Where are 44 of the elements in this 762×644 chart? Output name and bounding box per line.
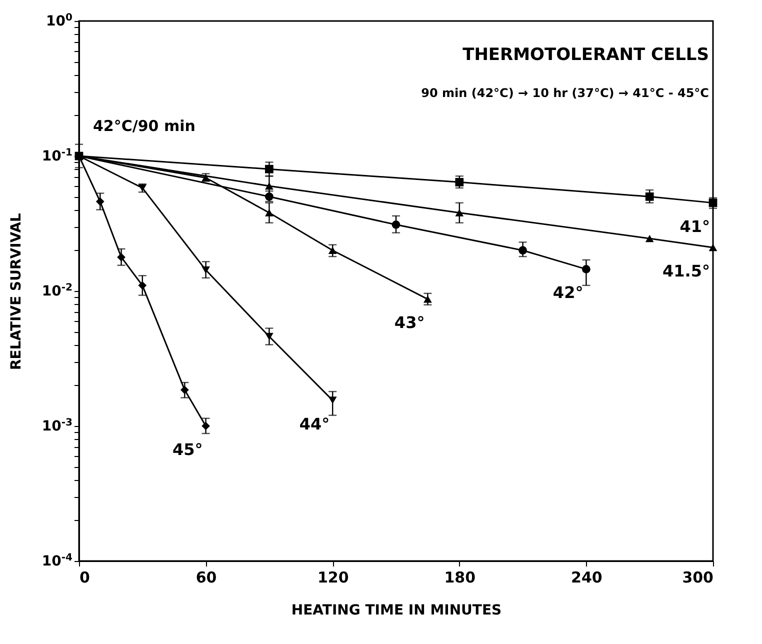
y-tick-label: 10$^{-4}$ [42, 552, 73, 570]
point [265, 182, 274, 190]
point [138, 281, 147, 290]
point [202, 422, 210, 430]
point [645, 192, 654, 201]
x-tick-label: 300 [682, 568, 714, 586]
point [202, 266, 210, 274]
point [582, 265, 590, 274]
series-label: 41° [680, 216, 710, 236]
point [645, 234, 654, 242]
x-tick-label: 60 [196, 568, 217, 586]
x-axis-title: HEATING TIME IN MINUTES [291, 602, 502, 618]
x-tick-label: 0 [80, 568, 90, 586]
y-tick-label: 10$^{-3}$ [42, 417, 73, 434]
y-tick-label: 10$^{-1}$ [42, 147, 73, 164]
x-tick-label: 120 [317, 568, 349, 586]
point [180, 386, 189, 394]
point [265, 164, 274, 174]
point [518, 246, 527, 255]
point [424, 296, 432, 303]
series-label: 44° [299, 414, 330, 434]
point [708, 244, 718, 252]
y-axis-title: RELATIVE SURVIVAL [8, 212, 24, 370]
text: 90 min (42°C) → 10 hr (37°C) → 41°C - 45°C [421, 86, 710, 100]
point [265, 332, 274, 340]
y-tick-label: 10$^{-2}$ [42, 282, 73, 300]
point [455, 209, 464, 216]
y-tick-label: 10$^{0}$ [46, 12, 73, 30]
point [708, 198, 718, 207]
series-label: 43° [394, 313, 425, 332]
point [328, 246, 337, 254]
point [265, 209, 274, 216]
point [392, 220, 400, 229]
annotation: 42°C/90 min [93, 117, 196, 135]
text: THERMOTOLERANT CELLS [462, 45, 709, 65]
series-label: 41.5° [662, 262, 710, 280]
series-label: 45° [172, 440, 203, 459]
x-tick-label: 180 [444, 568, 476, 586]
x-tick-label: 240 [571, 568, 602, 586]
series-label: 42° [552, 283, 584, 302]
point [117, 253, 126, 262]
point [328, 396, 337, 404]
point [96, 197, 104, 206]
point [455, 178, 464, 186]
